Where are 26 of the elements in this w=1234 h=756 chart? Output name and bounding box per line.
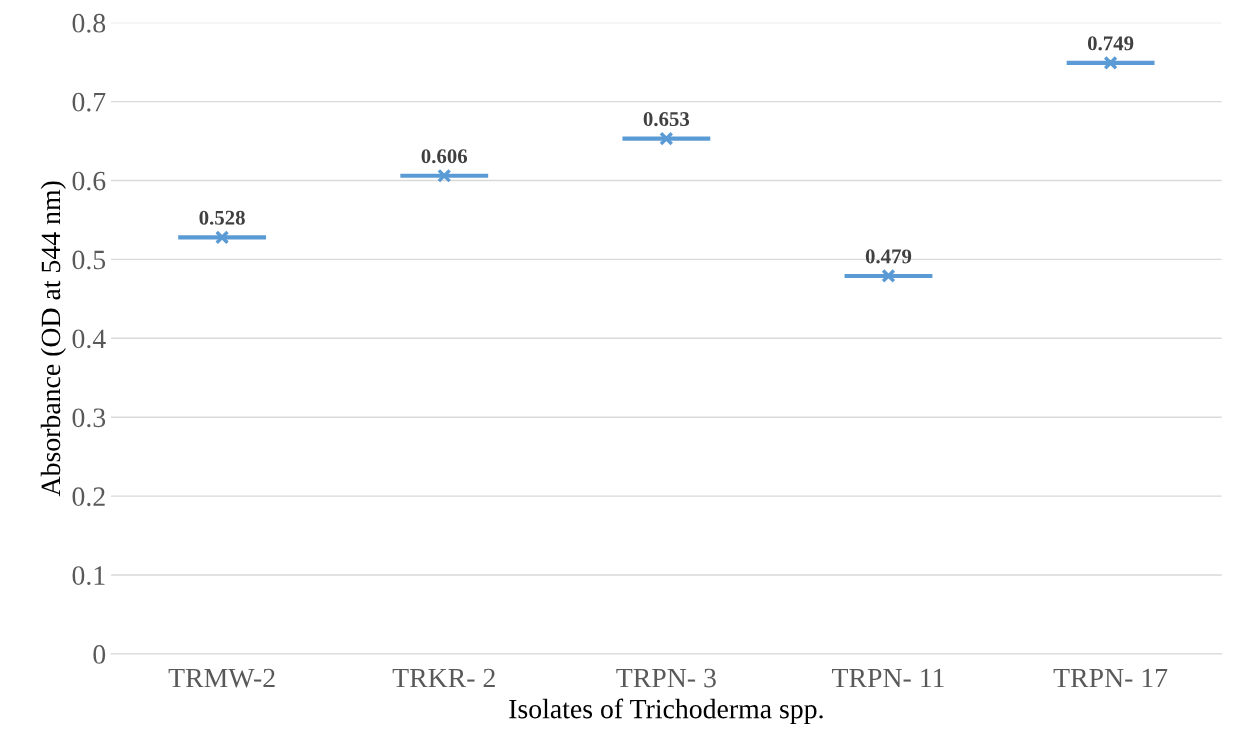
y-tick-label: 0.3 [72,408,106,428]
y-tick-label: 0.1 [72,566,105,586]
data-label: 0.528 [199,210,245,225]
data-label: 0.479 [865,249,912,264]
y-tick-label: 0.7 [72,92,106,112]
x-tick-label: TRKR- 2 [392,668,495,688]
y-tick-label: 0.8 [72,13,106,33]
data-label: 0.606 [421,149,468,164]
x-tick-label: TRMW-2 [168,668,275,688]
y-tick-label: 0.2 [72,487,105,507]
point [1103,55,1118,71]
data-label: 0.749 [1087,36,1134,51]
x-tick-label: TRPN- 17 [1053,668,1168,688]
y-tick-label: 0 [93,645,106,664]
x-tick-label: TRPN- 11 [832,668,944,688]
x-tick-label: TRPN- 3 [616,668,716,688]
y-tick-label: 0.6 [72,171,106,191]
point [881,268,896,284]
data-label: 0.653 [643,112,690,127]
point [437,168,452,183]
x-axis-title: Isolates of Trichoderma spp. [509,698,823,725]
point [215,230,230,245]
y-tick-label: 0.4 [72,329,106,349]
point [659,131,674,146]
y-axis-title: Absorbance (OD at 544 nm) [40,181,66,497]
y-tick-label: 0.5 [72,250,106,270]
